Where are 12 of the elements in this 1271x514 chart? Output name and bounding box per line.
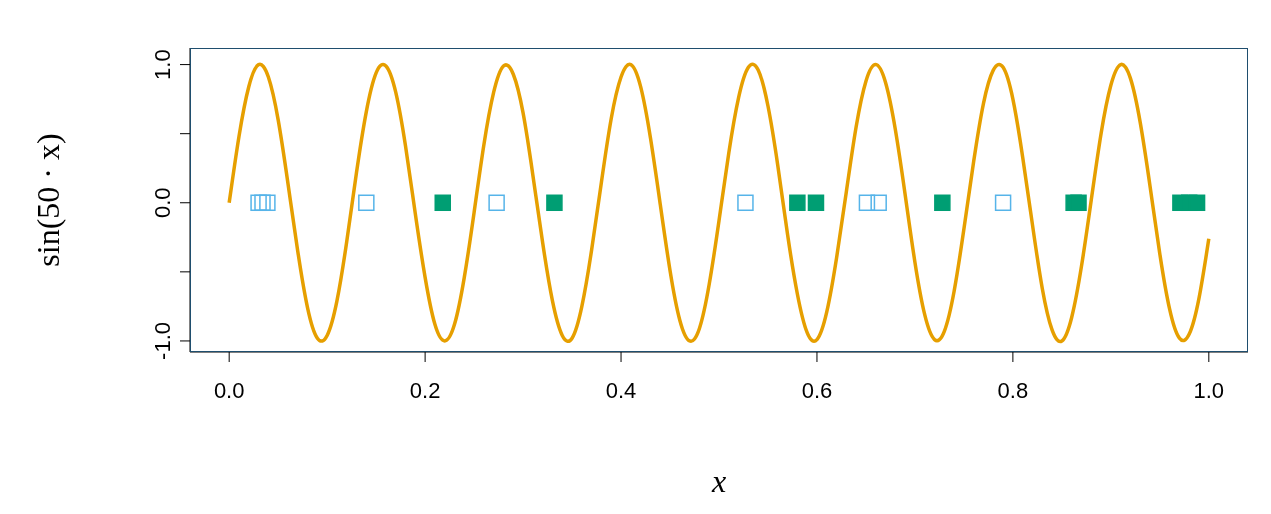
x-tick-label: 1.0	[1193, 377, 1225, 403]
x-axis-title: x	[710, 463, 727, 499]
y-axis-title: sin(50 · x)	[30, 133, 67, 267]
x-tick-label: 0.2	[409, 377, 441, 403]
x-tick-label: 0.6	[801, 377, 833, 403]
y-tick-label: -1.0	[150, 321, 175, 360]
line-series	[227, 62, 1211, 343]
y-tick-label: 1.0	[150, 49, 175, 80]
y-tick-label: 0.0	[150, 187, 175, 219]
x-tick-label: 0.8	[997, 377, 1029, 403]
x-tick-label: 0.0	[213, 377, 245, 403]
x-tick-label: 0.4	[605, 377, 637, 403]
